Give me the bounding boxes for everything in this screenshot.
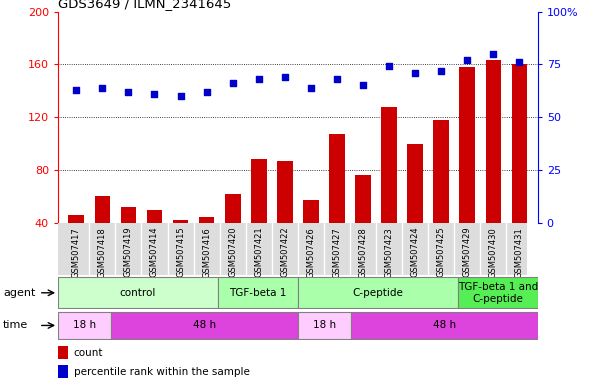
Text: GSM507416: GSM507416 bbox=[202, 227, 211, 278]
Text: GDS3649 / ILMN_2341645: GDS3649 / ILMN_2341645 bbox=[58, 0, 232, 10]
Text: agent: agent bbox=[3, 288, 35, 298]
Text: GSM507428: GSM507428 bbox=[359, 227, 368, 278]
Text: GSM507421: GSM507421 bbox=[254, 227, 263, 278]
Bar bbox=[433, 120, 449, 276]
Bar bbox=[381, 106, 397, 276]
Bar bbox=[459, 67, 475, 276]
Bar bbox=[173, 220, 188, 276]
Bar bbox=[277, 161, 293, 276]
Text: GSM507418: GSM507418 bbox=[98, 227, 107, 278]
Text: time: time bbox=[3, 320, 28, 331]
Text: TGF-beta 1: TGF-beta 1 bbox=[229, 288, 287, 298]
Bar bbox=[58, 277, 218, 308]
Bar bbox=[351, 312, 538, 339]
Text: GSM507425: GSM507425 bbox=[437, 227, 446, 278]
Text: 18 h: 18 h bbox=[73, 320, 97, 331]
Point bbox=[176, 93, 186, 99]
Bar bbox=[329, 134, 345, 276]
Point bbox=[410, 70, 420, 76]
Point bbox=[123, 89, 133, 95]
Point bbox=[384, 63, 394, 70]
Text: GSM507427: GSM507427 bbox=[332, 227, 342, 278]
Bar bbox=[511, 64, 527, 276]
Bar bbox=[120, 207, 136, 276]
Bar bbox=[58, 365, 68, 378]
Text: GSM507414: GSM507414 bbox=[150, 227, 159, 278]
Text: C-peptide: C-peptide bbox=[353, 288, 403, 298]
Text: control: control bbox=[120, 288, 156, 298]
Text: percentile rank within the sample: percentile rank within the sample bbox=[74, 367, 250, 377]
Point bbox=[280, 74, 290, 80]
Text: 18 h: 18 h bbox=[313, 320, 336, 331]
Text: GSM507423: GSM507423 bbox=[384, 227, 393, 278]
Point bbox=[358, 83, 368, 89]
Bar bbox=[225, 194, 241, 276]
Bar bbox=[58, 346, 68, 359]
Bar bbox=[111, 312, 298, 339]
Text: 48 h: 48 h bbox=[433, 320, 456, 331]
Text: GSM507417: GSM507417 bbox=[71, 227, 81, 278]
Text: GSM507430: GSM507430 bbox=[489, 227, 498, 278]
Text: 48 h: 48 h bbox=[193, 320, 216, 331]
Text: GSM507426: GSM507426 bbox=[306, 227, 315, 278]
Point bbox=[488, 51, 498, 57]
Point bbox=[254, 76, 264, 82]
Bar bbox=[458, 277, 538, 308]
Point bbox=[202, 89, 211, 95]
Point bbox=[332, 76, 342, 82]
Text: GSM507422: GSM507422 bbox=[280, 227, 290, 278]
Bar bbox=[218, 277, 298, 308]
Point bbox=[514, 59, 524, 65]
Bar bbox=[298, 277, 458, 308]
Bar bbox=[147, 210, 163, 276]
Text: GSM507415: GSM507415 bbox=[176, 227, 185, 278]
Text: TGF-beta 1 and
C-peptide: TGF-beta 1 and C-peptide bbox=[458, 282, 538, 304]
Bar bbox=[251, 159, 266, 276]
Point bbox=[228, 80, 238, 86]
Text: GSM507431: GSM507431 bbox=[515, 227, 524, 278]
Bar bbox=[298, 312, 351, 339]
Bar bbox=[199, 217, 214, 276]
Text: GSM507429: GSM507429 bbox=[463, 227, 472, 278]
Point bbox=[150, 91, 159, 97]
Point bbox=[71, 87, 81, 93]
Point bbox=[463, 57, 472, 63]
Text: GSM507420: GSM507420 bbox=[228, 227, 237, 278]
Point bbox=[436, 68, 446, 74]
Bar bbox=[486, 60, 501, 276]
Point bbox=[98, 84, 108, 91]
Text: GSM507419: GSM507419 bbox=[124, 227, 133, 278]
Text: GSM507424: GSM507424 bbox=[411, 227, 420, 278]
Text: count: count bbox=[74, 348, 103, 358]
Bar bbox=[408, 144, 423, 276]
Bar bbox=[303, 200, 319, 276]
Bar bbox=[95, 196, 110, 276]
Bar bbox=[355, 175, 371, 276]
Bar bbox=[58, 312, 111, 339]
Bar bbox=[68, 215, 84, 276]
Point bbox=[306, 84, 316, 91]
